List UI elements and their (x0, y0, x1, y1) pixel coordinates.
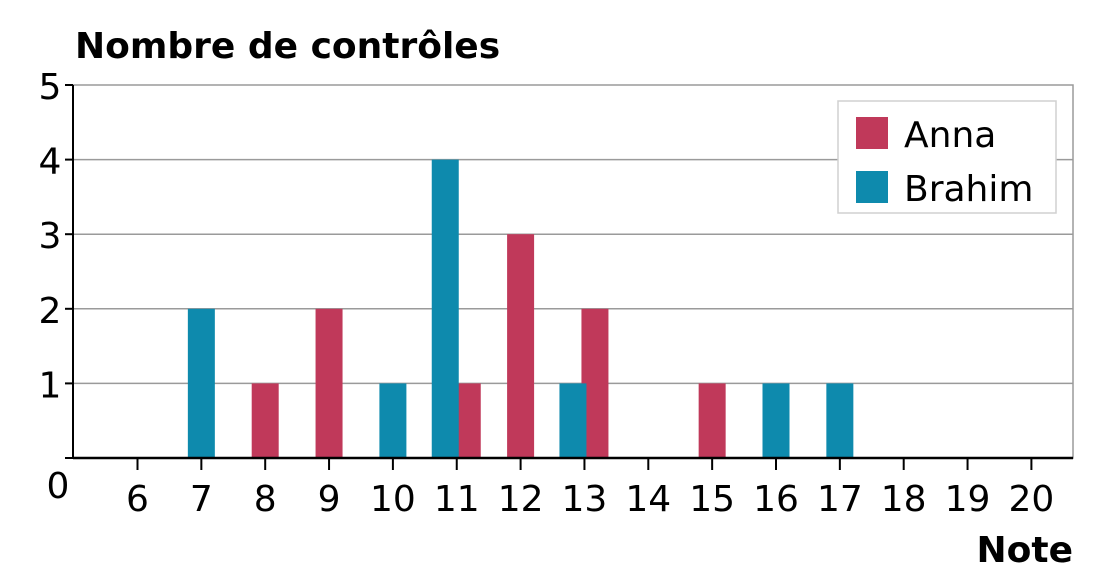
bar-brahim-11 (431, 159, 459, 458)
bar-brahim-7 (187, 308, 215, 458)
bar-anna-8 (251, 383, 279, 458)
legend: Anna Brahim (837, 100, 1057, 214)
x-axis-label: Note (977, 530, 1074, 571)
bars (187, 159, 854, 458)
x-tick-label: 11 (434, 479, 480, 520)
x-tick-label: 15 (689, 479, 735, 520)
y-tick-label: 1 (39, 365, 62, 406)
x-tick-label: 18 (881, 479, 927, 520)
x-tick-label: 6 (126, 479, 149, 520)
y-tick-label: 3 (39, 216, 62, 257)
bar-anna-9 (315, 308, 343, 458)
x-tick-label: 16 (753, 479, 799, 520)
bar-brahim-17 (826, 383, 854, 458)
axes (72, 85, 1073, 460)
y-tick-label: 2 (39, 291, 62, 332)
y-tick-label: 5 (39, 67, 62, 108)
legend-swatch-anna (856, 117, 888, 149)
x-tick-label: 12 (498, 479, 544, 520)
x-tick-label: 19 (945, 479, 991, 520)
bar-anna-15 (698, 383, 726, 458)
x-tick-label: 17 (817, 479, 863, 520)
x-tick-label: 7 (190, 479, 213, 520)
bar-anna-12 (507, 234, 535, 458)
bar-brahim-16 (762, 383, 790, 458)
legend-label-anna: Anna (904, 115, 996, 156)
x-tick-label: 10 (370, 479, 416, 520)
y-tick-label: 0 (47, 466, 70, 507)
x-tick-label: 9 (318, 479, 341, 520)
x-tick-label: 8 (254, 479, 277, 520)
bar-brahim-10 (379, 383, 407, 458)
x-tick-label: 20 (1008, 479, 1054, 520)
x-ticks: 6 7 8 9 10 11 12 13 14 15 16 17 18 19 20 (126, 458, 1054, 520)
x-tick-label: 14 (625, 479, 671, 520)
bar-brahim-13 (559, 383, 587, 458)
legend-label-brahim: Brahim (904, 169, 1033, 210)
legend-swatch-brahim (856, 171, 888, 203)
chart-title: Nombre de contrôles (75, 26, 500, 67)
y-tick-label: 4 (39, 142, 62, 183)
y-ticks: 0 1 2 3 4 5 (39, 67, 73, 507)
x-tick-label: 13 (562, 479, 608, 520)
